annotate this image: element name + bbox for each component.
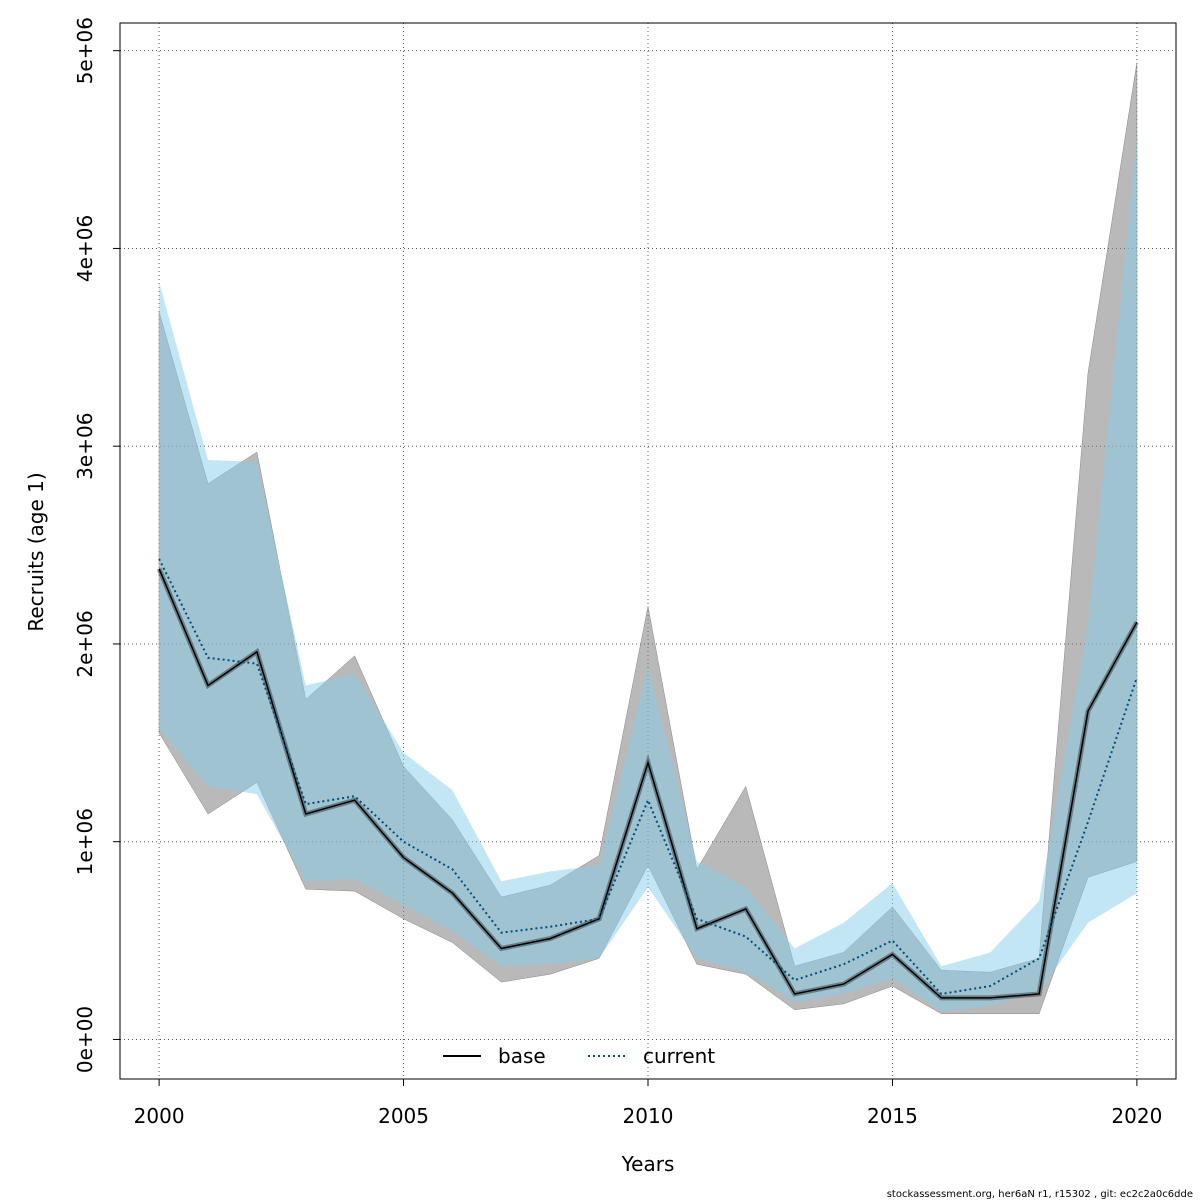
y-axis: 0e+00 1e+06 2e+06 3e+06 4e+06 5e+06 [73, 17, 120, 1073]
y-axis-title: Recruits (age 1) [24, 472, 48, 631]
x-axis-title: Years [621, 1152, 675, 1176]
x-tick-label: 2015 [867, 1104, 918, 1128]
line-base [158, 568, 1138, 999]
y-tick-label: 0e+00 [73, 1006, 97, 1073]
y-tick-label: 4e+06 [73, 215, 97, 282]
x-axis: 2000 2005 2010 2015 2020 [134, 1079, 1162, 1128]
confidence-bands [158, 62, 1138, 1014]
band-current [159, 137, 1137, 1012]
grid-lines [120, 23, 1176, 1079]
y-tick-label: 5e+06 [73, 17, 97, 84]
y-tick-label: 1e+06 [73, 808, 97, 875]
y-tick-label: 2e+06 [73, 610, 97, 677]
legend-label-base: base [498, 1044, 546, 1068]
x-tick-label: 2020 [1111, 1104, 1162, 1128]
x-tick-label: 2000 [134, 1104, 185, 1128]
x-tick-label: 2010 [623, 1104, 674, 1128]
series-lines [156, 558, 1140, 1001]
footer-credit: stockassessment.org, her6aN r1, r15302 ,… [887, 1189, 1193, 1200]
y-tick-label: 3e+06 [73, 413, 97, 480]
legend: base current [443, 1044, 715, 1068]
x-tick-label: 2005 [378, 1104, 429, 1128]
legend-label-current: current [643, 1044, 715, 1068]
